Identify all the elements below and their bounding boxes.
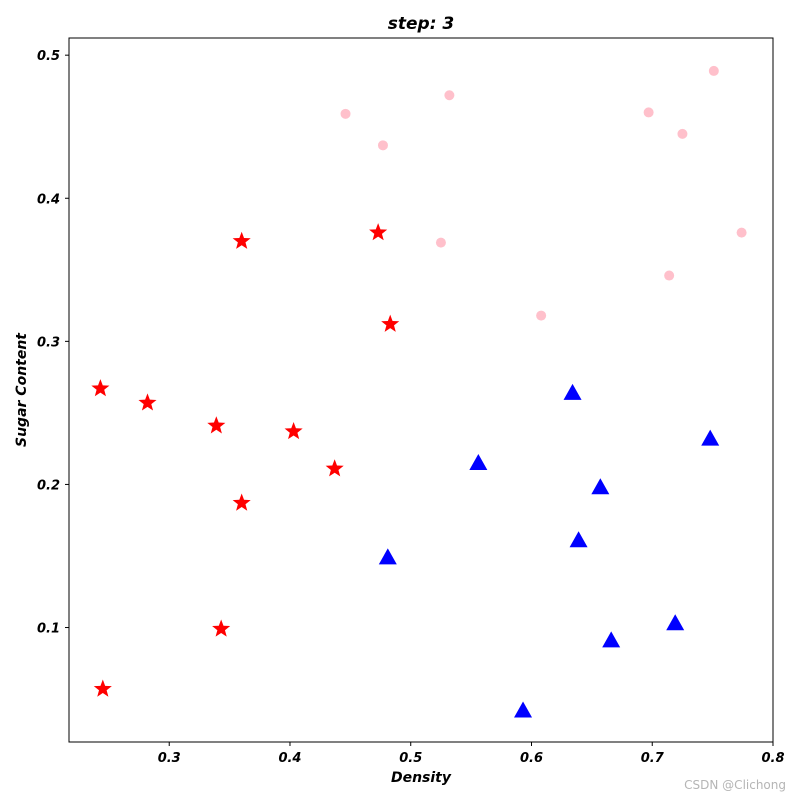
series-triangle-points <box>378 383 720 718</box>
circle-point <box>444 90 455 101</box>
x-axis-label: Density <box>391 770 452 786</box>
triangle-point <box>666 614 685 631</box>
x-tick-label: 0.5 <box>399 751 422 766</box>
star-point <box>207 416 226 434</box>
x-tick-label: 0.6 <box>520 751 543 766</box>
circle-point <box>377 140 388 151</box>
triangle-point <box>378 548 397 565</box>
circle-point <box>340 108 351 119</box>
star-point <box>381 314 400 332</box>
star-point <box>369 223 388 241</box>
star-point <box>325 459 344 477</box>
star-point <box>232 231 251 249</box>
chart-title: step: 3 <box>388 14 455 34</box>
triangle-point <box>569 531 588 548</box>
star-point <box>212 619 231 637</box>
axes: 0.3 0.4 0.5 0.6 0.7 0.8 0.1 0.2 0.3 0.4 0.5 <box>37 49 785 766</box>
y-tick-label: 0.4 <box>37 192 60 207</box>
circle-point <box>643 107 654 118</box>
plot-frame <box>68 37 774 743</box>
series-star-points <box>91 223 400 697</box>
circle-point <box>736 227 747 238</box>
y-tick-label: 0.5 <box>37 49 60 64</box>
plot-area <box>91 65 747 718</box>
y-tick-label: 0.3 <box>37 335 60 350</box>
star-point <box>138 393 157 411</box>
x-tick-label: 0.7 <box>641 751 665 766</box>
y-tick-label: 0.2 <box>37 478 60 493</box>
circle-point <box>677 128 688 139</box>
x-tick-label: 0.3 <box>158 751 181 766</box>
circle-point <box>664 270 675 281</box>
circle-point <box>435 237 446 248</box>
star-point <box>91 379 110 397</box>
y-axis-label: Sugar Content <box>14 332 30 447</box>
triangle-point <box>514 701 533 718</box>
triangle-point <box>469 453 488 470</box>
triangle-point <box>701 429 720 446</box>
triangle-point <box>602 631 621 648</box>
x-tick-label: 0.4 <box>278 751 301 766</box>
star-point <box>93 679 112 697</box>
triangle-point <box>591 478 610 495</box>
x-tick-label: 0.8 <box>761 751 784 766</box>
triangle-point <box>563 383 582 400</box>
circle-point <box>708 65 719 76</box>
star-point <box>232 493 251 511</box>
y-tick-label: 0.1 <box>37 622 60 637</box>
series-circle-points <box>340 65 747 321</box>
circle-point <box>536 310 547 321</box>
watermark: CSDN @Clichong <box>684 778 786 792</box>
star-point <box>284 422 303 440</box>
